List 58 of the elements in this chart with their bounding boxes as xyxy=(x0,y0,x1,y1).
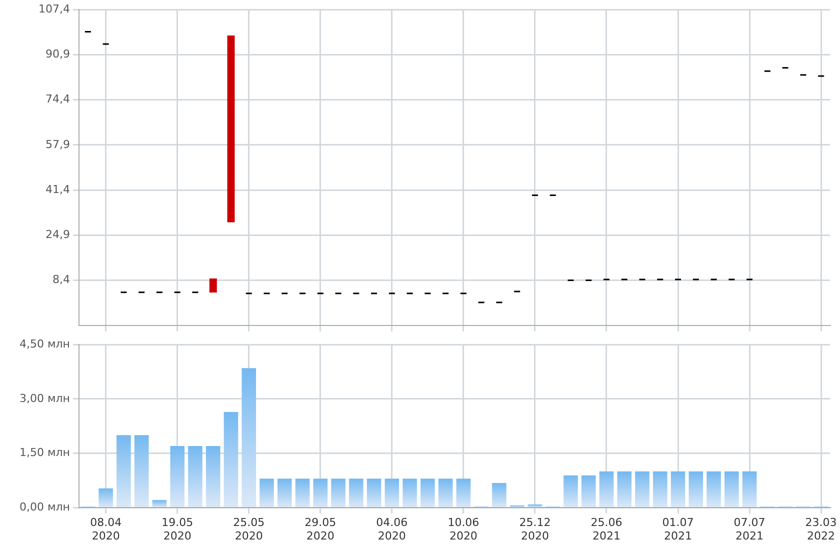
y-tick-label: 41,4 xyxy=(46,182,70,196)
bar xyxy=(724,471,739,507)
candlestick xyxy=(227,36,235,222)
x-tick-label: 01.07 2021 xyxy=(662,516,694,542)
bar xyxy=(260,478,274,507)
bar xyxy=(456,478,471,507)
bar xyxy=(564,475,578,507)
bar xyxy=(384,478,400,507)
y-tick-label: 1,50 млн xyxy=(19,446,70,460)
bar xyxy=(688,471,704,507)
x-tick-label: 10.06 2020 xyxy=(448,516,480,542)
bar xyxy=(528,504,542,507)
bar xyxy=(98,488,113,507)
bar xyxy=(635,471,650,507)
bar xyxy=(652,471,668,507)
x-tick-label: 23.03 2022 xyxy=(805,516,837,542)
bar xyxy=(277,478,292,507)
y-tick-label: 107,4 xyxy=(38,2,70,16)
bar xyxy=(134,435,149,507)
bar xyxy=(366,478,382,507)
x-tick-label: 19.05 2020 xyxy=(162,516,194,542)
bar xyxy=(706,471,721,507)
bar xyxy=(349,478,364,507)
bar xyxy=(331,478,346,507)
y-tick-label: 90,9 xyxy=(46,48,70,61)
x-tick-label: 29.05 2020 xyxy=(304,516,336,542)
y-tick-label: 0,00 млн xyxy=(19,500,70,514)
bar xyxy=(492,482,506,507)
x-tick-label: 25.05 2020 xyxy=(233,516,265,542)
x-tick-label: 07.07 2021 xyxy=(734,516,766,542)
bar xyxy=(438,478,453,507)
bar xyxy=(313,478,328,507)
bar xyxy=(224,412,238,507)
bar xyxy=(188,446,202,507)
x-tick-label: 08.04 2020 xyxy=(90,516,122,542)
y-tick-label: 74,4 xyxy=(46,92,70,106)
bar xyxy=(670,471,686,507)
bar xyxy=(617,471,632,507)
bar xyxy=(742,471,757,507)
bar xyxy=(402,478,417,507)
bar xyxy=(420,478,435,507)
bar xyxy=(206,446,220,507)
y-tick-label: 4,50 млн xyxy=(19,337,70,350)
bar xyxy=(295,478,310,507)
bar xyxy=(599,471,614,507)
bar xyxy=(242,368,256,507)
x-tick-label: 04.06 2020 xyxy=(376,516,408,542)
bar xyxy=(170,446,184,507)
bar xyxy=(581,475,596,507)
x-tick-label: 25.12 2020 xyxy=(519,516,551,542)
y-tick-label: 8,4 xyxy=(52,273,70,286)
candlestick xyxy=(209,278,217,293)
x-tick-label: 25.06 2021 xyxy=(590,516,622,542)
bar xyxy=(152,500,167,507)
y-tick-label: 57,9 xyxy=(46,138,70,151)
y-tick-label: 3,00 млн xyxy=(19,392,70,405)
y-tick-label: 24,9 xyxy=(46,228,70,242)
bar xyxy=(116,435,131,507)
